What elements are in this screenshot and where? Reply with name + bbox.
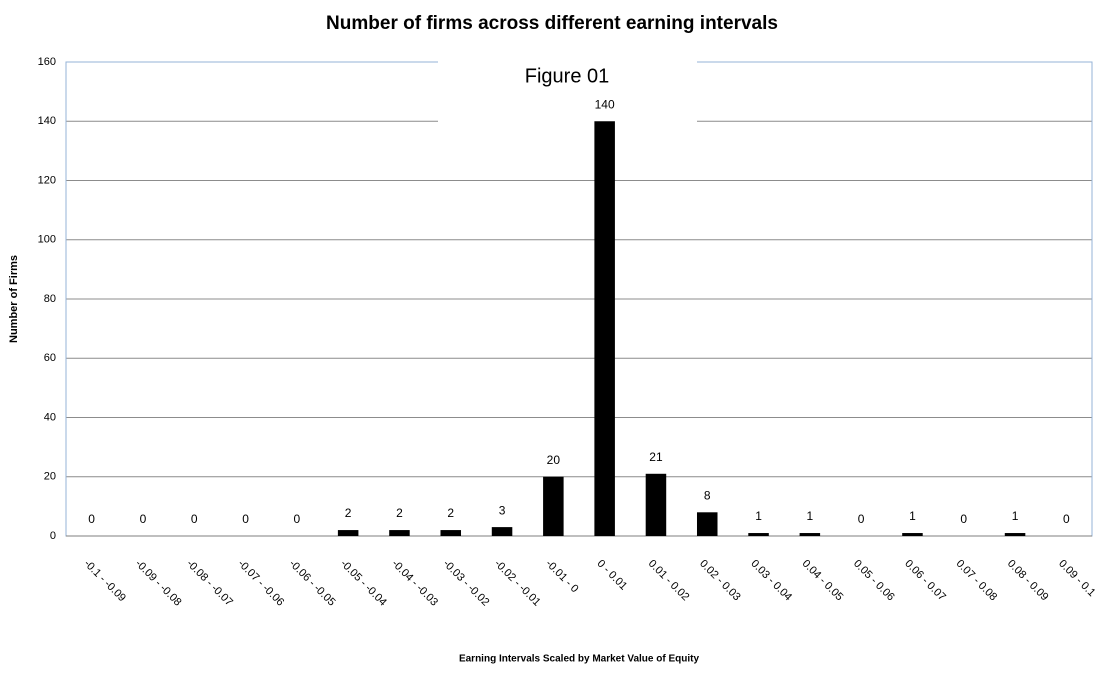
data-label: 21 (649, 450, 663, 464)
y-tick-label: 60 (44, 352, 56, 364)
x-tick-label: 0.01 - 0.02 (646, 558, 692, 604)
x-tick-label: -0.02 - -0.01 (492, 558, 543, 609)
bar (337, 530, 359, 536)
bar (440, 530, 462, 536)
x-tick-label: -0.01 - 0 (543, 558, 580, 595)
data-label: 0 (960, 512, 967, 526)
y-tick-label: 100 (38, 234, 56, 246)
y-tick-label: 0 (50, 530, 56, 542)
x-tick-label: -0.08 - -0.07 (184, 558, 235, 609)
bar (645, 473, 667, 536)
data-label: 0 (88, 512, 95, 526)
x-tick-label: -0.03 - -0.02 (441, 558, 492, 609)
bar (799, 533, 821, 536)
x-tick-label: -0.05 - -0.04 (338, 558, 389, 609)
bar (594, 121, 615, 536)
data-label: 0 (140, 512, 147, 526)
data-label: 3 (499, 503, 506, 517)
x-tick-label: 0.08 - 0.09 (1005, 558, 1051, 604)
x-tick-label: 0.04 - 0.05 (800, 558, 846, 604)
chart-title: Number of firms across different earning… (326, 13, 778, 34)
data-label: 140 (595, 97, 615, 111)
data-label: 8 (704, 488, 711, 502)
bar (696, 512, 718, 536)
x-tick-label: -0.07 - -0.06 (235, 558, 286, 609)
data-label: 1 (755, 509, 762, 523)
x-tick-label: 0.02 - 0.03 (697, 558, 743, 604)
y-tick-label: 120 (38, 174, 56, 186)
data-label: 20 (547, 453, 561, 467)
annotation-box (438, 52, 697, 128)
data-label: 2 (447, 506, 454, 520)
data-label: 0 (191, 512, 198, 526)
x-axis-label: Earning Intervals Scaled by Market Value… (459, 654, 700, 665)
x-tick-label: 0.03 - 0.04 (748, 558, 794, 604)
data-label: 1 (909, 509, 916, 523)
x-tick-label: -0.04 - -0.03 (389, 558, 440, 609)
x-tick-label: 0.09 - 0.1 (1056, 558, 1097, 599)
bar (902, 533, 923, 536)
y-axis-label: Number of Firms (8, 255, 20, 343)
x-tick-label: 0.05 - 0.06 (851, 558, 897, 604)
data-label: 0 (294, 512, 301, 526)
y-tick-label: 160 (38, 56, 56, 68)
data-label: 0 (1063, 512, 1070, 526)
bar (543, 476, 564, 536)
y-tick-label: 80 (44, 293, 56, 305)
annotation: Figure 01 (525, 65, 610, 87)
bar (1004, 533, 1026, 536)
bar (389, 530, 410, 536)
x-tick-label: 0.07 - 0.08 (954, 558, 1000, 604)
y-tick-label: 20 (44, 471, 56, 483)
data-label: 1 (807, 509, 814, 523)
x-tick-label: 0 - 0.01 (594, 558, 629, 593)
data-label: 2 (396, 506, 403, 520)
y-tick-label: 140 (38, 115, 56, 127)
bar (748, 533, 769, 536)
bar (491, 527, 513, 536)
data-label: 0 (242, 512, 249, 526)
x-tick-label: -0.06 - -0.05 (287, 558, 338, 609)
x-tick-label: -0.1 - -0.09 (81, 558, 128, 605)
x-tick-label: 0.06 - 0.07 (902, 558, 948, 604)
data-label: 0 (858, 512, 865, 526)
data-label: 1 (1012, 509, 1019, 523)
y-tick-label: 40 (44, 411, 56, 423)
x-tick-label: -0.09 - -0.08 (133, 558, 184, 609)
data-label: 2 (345, 506, 352, 520)
